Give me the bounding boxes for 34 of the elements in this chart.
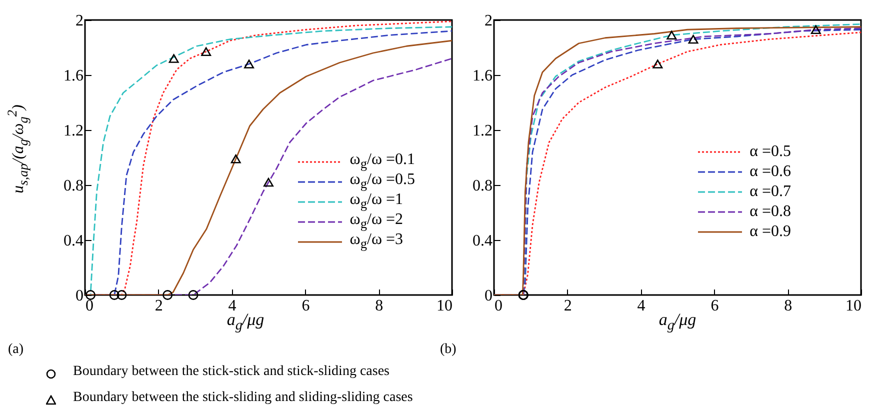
x-tick-label: 10 bbox=[436, 298, 452, 314]
y-tick-label: 1.2 bbox=[472, 122, 492, 140]
legend-label: α =0.9 bbox=[750, 222, 791, 242]
text: (a) bbox=[8, 342, 24, 358]
x-tick-label: 6 bbox=[710, 298, 719, 314]
legend-label: ω$_{g}$/ω =1 bbox=[350, 190, 403, 212]
text: Boundary between the stick-stick and stick-sliding cases bbox=[73, 364, 390, 380]
y-tick-label: 0.4 bbox=[472, 232, 492, 250]
text: (b) bbox=[440, 342, 456, 358]
x-tick-label: 4 bbox=[637, 298, 646, 314]
legend-label: α =0.7 bbox=[750, 182, 791, 202]
x-axis-title: a$_{g}$/μg bbox=[658, 310, 696, 334]
x-tick-label: 8 bbox=[784, 298, 792, 314]
legend-label: ω$_{g}$/ω =0.5 bbox=[350, 170, 415, 192]
y-tick-label: 2 bbox=[484, 12, 492, 30]
y-tick-label: 0.4 bbox=[64, 232, 84, 250]
y-tick-label: 1.6 bbox=[472, 68, 492, 84]
y-tick-label: 0.8 bbox=[472, 178, 492, 194]
legend-label: ω$_{g}$/ω =3 bbox=[350, 230, 403, 254]
x-tick-label: 2 bbox=[154, 298, 163, 314]
x-tick-label: 10 bbox=[846, 298, 862, 314]
y-tick-label: 1.6 bbox=[64, 68, 84, 84]
legend-label: ω$_{g}$/ω =2 bbox=[350, 210, 403, 232]
legend-label: α =0.8 bbox=[750, 202, 791, 222]
x-tick-label: 6 bbox=[302, 298, 310, 314]
text: Boundary between the stick-sliding and sliding-sliding cases bbox=[73, 390, 413, 406]
x-tick-label: 2 bbox=[564, 298, 572, 314]
y-tick-label: 1.2 bbox=[64, 122, 84, 140]
legend-label: α =0.5 bbox=[750, 142, 791, 162]
y-tick-label: 2 bbox=[76, 12, 84, 30]
legend-label: ω$_{g}$/ω =0.1 bbox=[350, 150, 415, 172]
y-tick-label: 0.8 bbox=[64, 178, 84, 194]
x-tick-label: 8 bbox=[375, 298, 384, 314]
legend-label: α =0.6 bbox=[750, 162, 791, 182]
